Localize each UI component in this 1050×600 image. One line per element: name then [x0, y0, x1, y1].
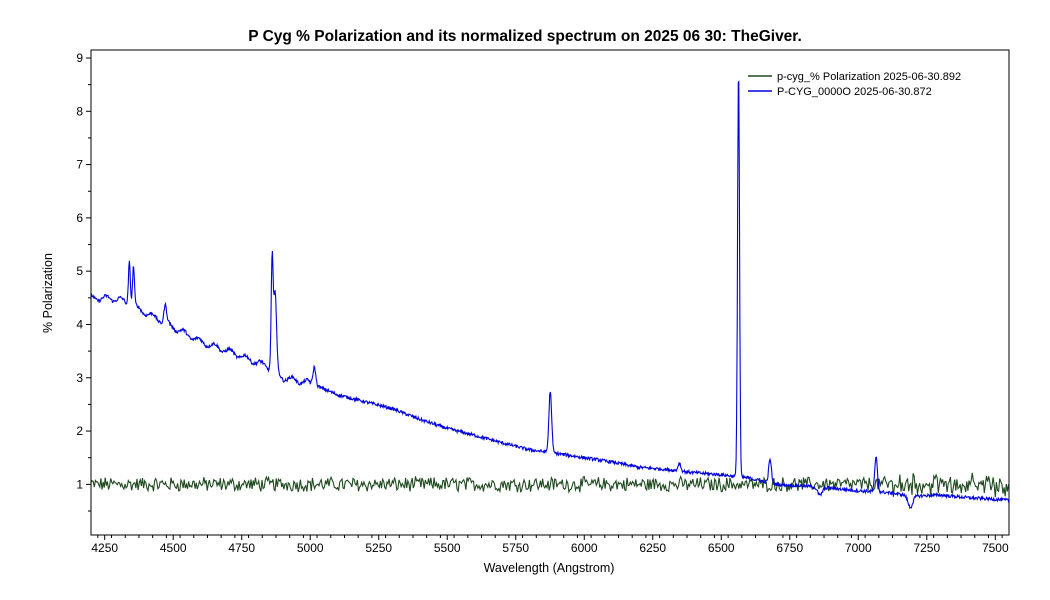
legend: p-cyg_% Polarization 2025-06-30.892 P-CYG…	[748, 71, 961, 98]
x-tick-label: 6000	[571, 541, 598, 555]
x-tick-label: 5500	[434, 541, 461, 555]
y-tick-label: 7	[76, 158, 83, 172]
y-tick-label: 2	[76, 424, 83, 438]
x-tick-label: 6500	[708, 541, 735, 555]
legend-entry: P-CYG_0000O 2025-06-30.872	[777, 86, 932, 98]
x-axis-label: Wavelength (Angstrom)	[484, 561, 615, 575]
x-tick-label: 4250	[91, 541, 118, 555]
y-tick-label: 4	[76, 317, 83, 331]
x-tick-label: 7500	[982, 541, 1009, 555]
x-tick-label: 4750	[228, 541, 255, 555]
y-axis-ticks: 1 2 3 4 5 6 7 8 9	[76, 51, 91, 512]
x-tick-label: 5000	[297, 541, 324, 555]
x-tick-label: 6250	[639, 541, 666, 555]
y-tick-label: 3	[76, 371, 83, 385]
series-spectrum-line	[91, 80, 1009, 509]
y-axis-label: % Polarization	[41, 253, 55, 333]
series-layer	[91, 80, 1009, 509]
x-tick-label: 5250	[365, 541, 392, 555]
y-tick-label: 6	[76, 211, 83, 225]
chart-title: P Cyg % Polarization and its normalized …	[248, 28, 802, 45]
x-tick-label: 6750	[776, 541, 803, 555]
x-tick-label: 4500	[160, 541, 187, 555]
plot-frame	[90, 49, 1010, 536]
y-tick-label: 8	[76, 104, 83, 118]
x-tick-label: 7250	[913, 541, 940, 555]
x-axis-ticks: 4250 4500 4750 5000 5250 5500 5750 6000 6250 6500…	[91, 535, 1009, 555]
series-polarization-line	[91, 472, 1009, 498]
x-tick-label: 7000	[845, 541, 872, 555]
legend-entry: p-cyg_% Polarization 2025-06-30.892	[777, 71, 961, 83]
y-tick-label: 5	[76, 264, 83, 278]
y-tick-label: 9	[76, 51, 83, 65]
x-tick-label: 5750	[502, 541, 529, 555]
y-tick-label: 1	[76, 477, 83, 491]
plot-border	[90, 49, 1010, 536]
